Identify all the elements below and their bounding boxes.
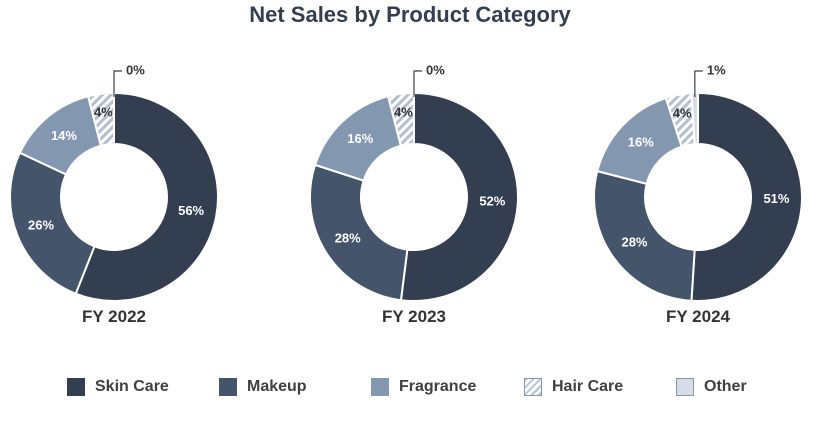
data-label-fy-2023-skin-care: 52% — [479, 193, 505, 208]
chart-label-fy-2023: FY 2023 — [382, 307, 446, 326]
data-label-fy-2023-other: 0% — [426, 62, 445, 77]
slice-fy-2023-hair-care — [386, 91, 415, 147]
slice-fy-2023-skin-care — [399, 91, 519, 302]
slice-fy-2024-other — [690, 91, 699, 146]
chart-label-fy-2022: FY 2022 — [82, 307, 146, 326]
data-label-fy-2024-hair-care: 4% — [673, 105, 692, 120]
leader-line-fy-2024-other — [694, 70, 703, 98]
leader-line-fy-2022-other — [113, 70, 122, 97]
donut-fy-2024: 51% 28% 16% 4% 1% FY 2024 — [593, 62, 803, 326]
legend-label-fragrance: Fragrance — [399, 378, 477, 395]
chart-legend: Skin Care Makeup Fragrance Hair Care Oth… — [0, 378, 820, 402]
legend-item-other: Other — [676, 378, 747, 396]
legend-item-hair-care: Hair Care — [524, 378, 623, 396]
data-label-fy-2023-makeup: 28% — [335, 230, 361, 245]
data-label-fy-2024-makeup: 28% — [621, 235, 647, 250]
chart-label-fy-2024: FY 2024 — [666, 307, 731, 326]
legend-item-skin-care: Skin Care — [67, 378, 169, 396]
legend-swatch-other — [676, 378, 694, 396]
legend-label-skin-care: Skin Care — [95, 378, 169, 395]
legend-label-makeup: Makeup — [247, 378, 307, 395]
donut-fy-2022: 56% 26% 14% 4% 0% FY 2022 — [9, 62, 219, 326]
legend-label-other: Other — [704, 378, 747, 395]
data-label-fy-2023-fragrance: 16% — [347, 131, 373, 146]
chart-title: Net Sales by Product Category — [249, 2, 571, 27]
legend-swatch-makeup — [219, 378, 237, 396]
data-label-fy-2024-fragrance: 16% — [628, 135, 654, 150]
slice-fy-2023-makeup — [309, 163, 409, 302]
legend-item-fragrance: Fragrance — [371, 378, 476, 396]
donut-fy-2023: 52% 28% 16% 4% 0% FY 2023 — [309, 62, 519, 326]
slice-fy-2022-hair-care — [86, 91, 115, 147]
data-label-fy-2024-skin-care: 51% — [763, 191, 789, 206]
legend-item-makeup: Makeup — [219, 378, 307, 396]
slice-fy-2024-makeup — [593, 169, 696, 302]
data-label-fy-2023-hair-care: 4% — [394, 105, 413, 120]
legend-swatch-hair-care — [524, 378, 542, 396]
legend-label-hair-care: Hair Care — [552, 378, 624, 395]
leader-line-fy-2023-other — [413, 70, 422, 97]
legend-swatch-skin-care — [67, 378, 85, 396]
data-label-fy-2022-skin-care: 56% — [178, 203, 204, 218]
data-label-fy-2024-other: 1% — [707, 62, 726, 77]
legend-swatch-fragrance — [371, 378, 389, 396]
data-label-fy-2022-other: 0% — [126, 62, 145, 77]
slice-fy-2024-skin-care — [690, 91, 803, 302]
data-label-fy-2022-hair-care: 4% — [94, 105, 113, 120]
data-label-fy-2022-makeup: 26% — [28, 217, 54, 232]
slice-fy-2022-makeup — [9, 151, 96, 295]
slice-fy-2022-skin-care — [74, 91, 219, 302]
data-label-fy-2022-fragrance: 14% — [51, 128, 77, 143]
donut-charts: 56% 26% 14% 4% 0% FY 2022 52% 28% 16% 4% 0% FY 2023… — [9, 62, 803, 326]
